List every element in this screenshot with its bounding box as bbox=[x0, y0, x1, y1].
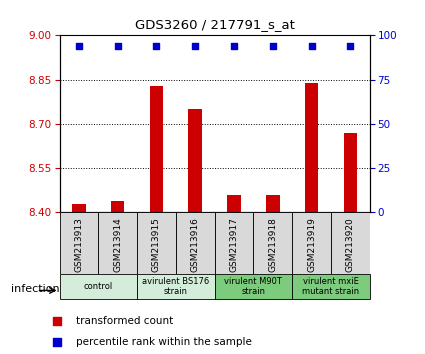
Point bbox=[54, 340, 61, 346]
Text: control: control bbox=[84, 282, 113, 291]
Text: avirulent BS176
strain: avirulent BS176 strain bbox=[142, 277, 210, 296]
Point bbox=[192, 43, 198, 48]
Bar bbox=[60, 274, 137, 299]
Bar bbox=[215, 212, 253, 274]
Point bbox=[269, 43, 276, 48]
Text: percentile rank within the sample: percentile rank within the sample bbox=[76, 337, 252, 348]
Bar bbox=[111, 201, 125, 212]
Point bbox=[347, 43, 354, 48]
Bar bbox=[331, 212, 370, 274]
Title: GDS3260 / 217791_s_at: GDS3260 / 217791_s_at bbox=[135, 18, 295, 32]
Bar bbox=[137, 212, 176, 274]
Bar bbox=[227, 195, 241, 212]
Point bbox=[114, 43, 121, 48]
Bar bbox=[343, 133, 357, 212]
Bar bbox=[60, 212, 98, 274]
Bar bbox=[137, 274, 215, 299]
Text: transformed count: transformed count bbox=[76, 316, 173, 326]
Point bbox=[76, 43, 82, 48]
Point bbox=[54, 318, 61, 324]
Point bbox=[153, 43, 160, 48]
Point bbox=[231, 43, 238, 48]
Text: GSM213920: GSM213920 bbox=[346, 217, 355, 272]
Bar bbox=[292, 212, 331, 274]
Bar bbox=[150, 86, 163, 212]
Bar bbox=[292, 274, 370, 299]
Point bbox=[308, 43, 315, 48]
Text: GSM213914: GSM213914 bbox=[113, 217, 122, 272]
Text: GSM213918: GSM213918 bbox=[268, 217, 277, 272]
Bar bbox=[72, 204, 86, 212]
Bar bbox=[215, 274, 292, 299]
Bar bbox=[188, 109, 202, 212]
Bar bbox=[98, 212, 137, 274]
Bar bbox=[305, 82, 318, 212]
Text: virulent mxiE
mutant strain: virulent mxiE mutant strain bbox=[303, 277, 360, 296]
Text: GSM213915: GSM213915 bbox=[152, 217, 161, 272]
Text: GSM213917: GSM213917 bbox=[230, 217, 238, 272]
Text: GSM213919: GSM213919 bbox=[307, 217, 316, 272]
Text: GSM213913: GSM213913 bbox=[74, 217, 83, 272]
Text: GSM213916: GSM213916 bbox=[191, 217, 200, 272]
Bar bbox=[266, 195, 280, 212]
Bar bbox=[176, 212, 215, 274]
Text: infection: infection bbox=[11, 284, 59, 293]
Text: virulent M90T
strain: virulent M90T strain bbox=[224, 277, 282, 296]
Bar bbox=[253, 212, 292, 274]
